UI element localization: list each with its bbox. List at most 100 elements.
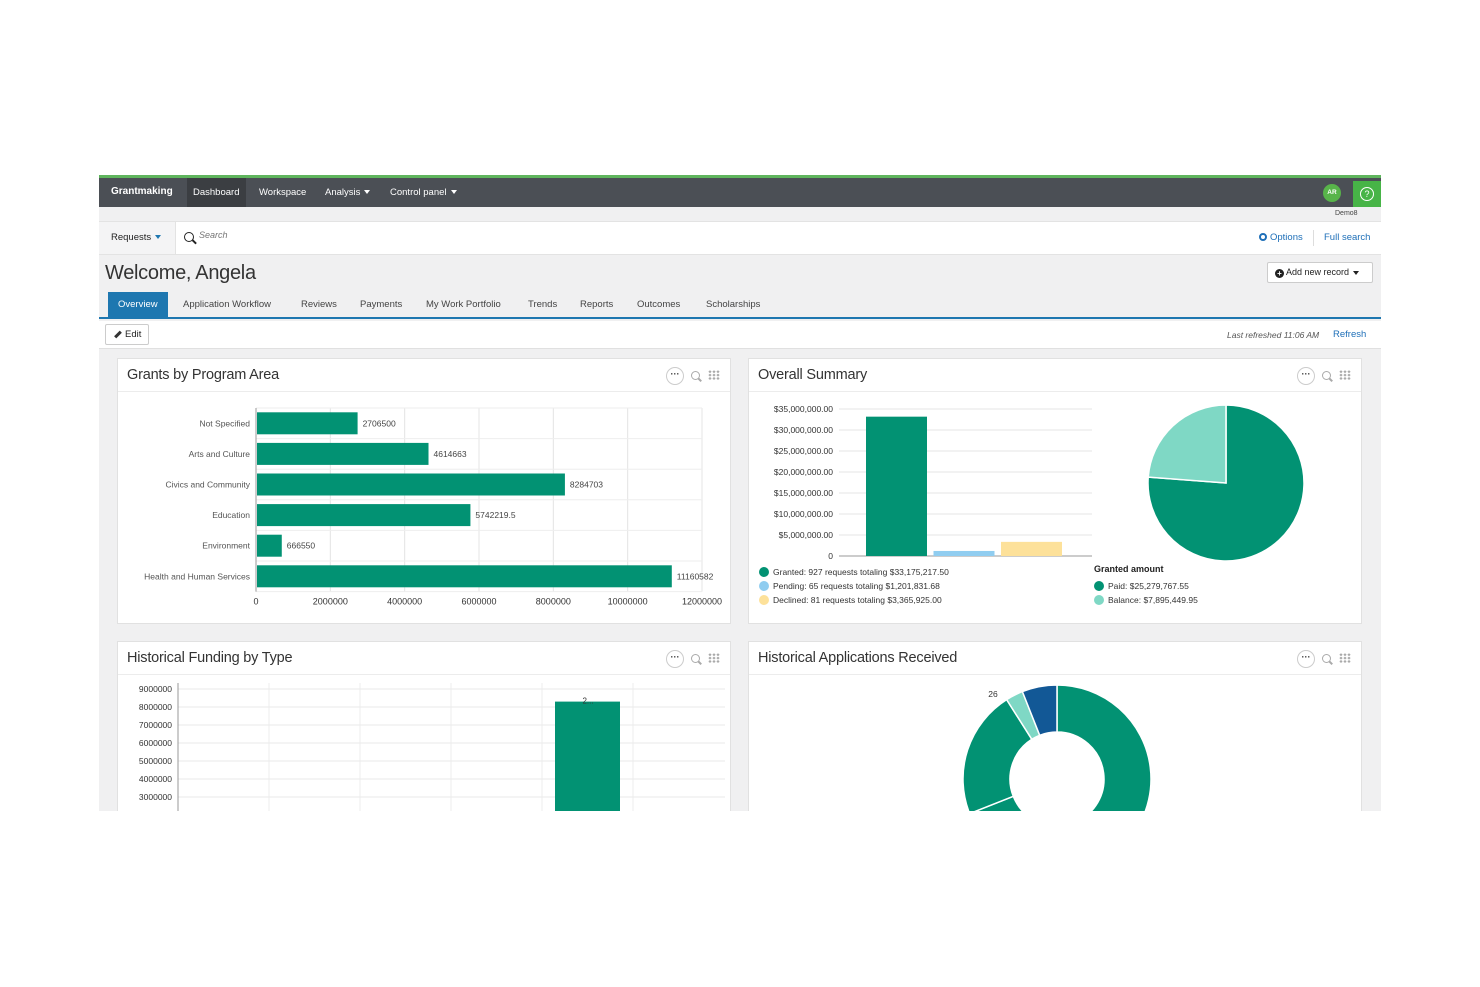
edit-label: Edit xyxy=(125,329,142,340)
x-tick-label: 0 xyxy=(253,597,258,607)
y-tick-label: 8000000 xyxy=(139,702,172,712)
search-icon xyxy=(184,232,194,242)
category-label: Civics and Community xyxy=(165,480,250,490)
chevron-down-icon xyxy=(155,235,162,240)
historical-applications-widget: Historical Applications Received ··· 26 xyxy=(748,641,1362,811)
full-search-link[interactable]: Full search xyxy=(1324,232,1371,243)
nav-workspace[interactable]: Workspace xyxy=(253,178,312,207)
data-label: 8284703 xyxy=(570,480,603,490)
zoom-icon[interactable] xyxy=(691,654,700,663)
app-window: Grantmaking Dashboard Workspace Analysis… xyxy=(99,175,1381,811)
data-label: 4614663 xyxy=(434,449,467,459)
avatar[interactable]: AR xyxy=(1323,184,1341,202)
x-tick-label: 4000000 xyxy=(387,597,422,607)
legend-label: Paid: $25,279,767.55 xyxy=(1108,581,1189,591)
y-tick-label: $5,000,000.00 xyxy=(779,530,834,540)
user-name: Demo8 xyxy=(1335,210,1358,217)
tab-overview[interactable]: Overview xyxy=(108,292,168,317)
brand-label[interactable]: Grantmaking xyxy=(111,186,173,197)
refresh-link[interactable]: Refresh xyxy=(1333,329,1367,340)
y-tick-label: $20,000,000.00 xyxy=(774,467,833,477)
zoom-icon[interactable] xyxy=(691,371,700,380)
nav-dashboard[interactable]: Dashboard xyxy=(187,178,246,207)
nav-control-panel[interactable]: Control panel xyxy=(384,178,463,207)
edit-button[interactable]: Edit xyxy=(105,324,149,345)
tab-my-work-portfolio[interactable]: My Work Portfolio xyxy=(426,299,501,310)
more-options-icon[interactable]: ··· xyxy=(666,367,684,385)
chevron-down-icon xyxy=(1353,270,1360,275)
grants-by-program-area-widget: Grants by Program Area ··· 0 2000000 40000… xyxy=(117,358,731,624)
more-options-icon[interactable]: ··· xyxy=(1297,367,1315,385)
divider xyxy=(1313,230,1314,246)
x-tick-label: 6000000 xyxy=(461,597,496,607)
widget-header: Overall Summary ··· xyxy=(749,359,1361,392)
tab-scholarships[interactable]: Scholarships xyxy=(706,299,761,310)
add-new-record-button[interactable]: + Add new record xyxy=(1267,262,1373,283)
bar xyxy=(257,504,471,527)
data-label: 11160582 xyxy=(677,571,714,581)
legend-marker xyxy=(1094,595,1104,605)
more-options-icon[interactable]: ··· xyxy=(666,650,684,668)
y-tick-label: $35,000,000.00 xyxy=(774,404,833,414)
more-options-icon[interactable]: ··· xyxy=(1297,650,1315,668)
gear-icon xyxy=(1259,233,1267,241)
dashboard-tabs: Overview Application Workflow Reviews Pa… xyxy=(99,292,1381,319)
help-button[interactable]: ? xyxy=(1353,181,1381,207)
grid-icon[interactable] xyxy=(1339,370,1351,380)
donut-slice xyxy=(974,684,1152,811)
legend-marker xyxy=(1094,581,1104,591)
chevron-down-icon xyxy=(450,190,457,195)
widget-title: Grants by Program Area xyxy=(127,367,279,383)
bar xyxy=(257,534,282,557)
widget-header: Historical Applications Received ··· xyxy=(749,642,1361,675)
last-refreshed-text: Last refreshed 11:06 AM xyxy=(1227,330,1320,340)
legend-marker xyxy=(759,595,769,605)
bar xyxy=(555,701,620,811)
options-link[interactable]: Options xyxy=(1259,232,1303,243)
zoom-icon[interactable] xyxy=(1322,371,1331,380)
y-tick-label: $15,000,000.00 xyxy=(774,488,833,498)
grid-icon[interactable] xyxy=(708,370,720,380)
nav-control-panel-label: Control panel xyxy=(390,187,447,198)
y-tick-label: 9000000 xyxy=(139,684,172,694)
donut-slice xyxy=(1021,684,1058,737)
tab-reports[interactable]: Reports xyxy=(580,299,614,310)
tab-outcomes[interactable]: Outcomes xyxy=(637,299,681,310)
widget-title: Historical Funding by Type xyxy=(127,650,293,666)
historical-funding-chart: 9000000 8000000 7000000 6000000 5000000 40000… xyxy=(139,683,725,811)
data-label: 666550 xyxy=(287,541,316,551)
tab-payments[interactable]: Payments xyxy=(360,299,403,310)
category-label: Education xyxy=(212,510,250,520)
pie-slice xyxy=(1147,404,1227,484)
pencil-icon xyxy=(114,330,122,339)
top-navigation-bar: Grantmaking Dashboard Workspace Analysis… xyxy=(99,175,1381,207)
grid-icon[interactable] xyxy=(708,653,720,663)
tab-trends[interactable]: Trends xyxy=(528,299,558,310)
grid-icon[interactable] xyxy=(1339,653,1351,663)
bar xyxy=(933,550,995,556)
y-tick-label: $25,000,000.00 xyxy=(774,446,833,456)
nav-analysis-label: Analysis xyxy=(325,187,361,198)
historical-funding-widget: Historical Funding by Type ··· 9000000 80… xyxy=(117,641,731,811)
search-bar: Requests Options Full search xyxy=(99,221,1381,255)
zoom-icon[interactable] xyxy=(1322,654,1331,663)
summary-bar-chart: $35,000,000.00 $30,000,000.00 $25,000,000.… xyxy=(759,404,1305,605)
data-label: 26 xyxy=(988,689,998,699)
nav-analysis[interactable]: Analysis xyxy=(319,178,376,207)
y-tick-label: $30,000,000.00 xyxy=(774,425,833,435)
x-tick-label: 10000000 xyxy=(608,597,648,607)
legend-label: Declined: 81 requests totaling $3,365,92… xyxy=(773,595,942,605)
y-tick-label: 5000000 xyxy=(139,756,172,766)
bar xyxy=(866,416,927,556)
x-tick-label: 2000000 xyxy=(313,597,348,607)
tab-reviews[interactable]: Reviews xyxy=(301,299,337,310)
widget-header: Historical Funding by Type ··· xyxy=(118,642,730,675)
y-tick-label: 4000000 xyxy=(139,774,172,784)
category-label: Not Specified xyxy=(199,418,250,428)
record-type-select[interactable]: Requests xyxy=(99,222,176,254)
grants-bar-chart: 0 2000000 4000000 6000000 8000000 10000000 120… xyxy=(144,407,722,607)
y-tick-label: 3000000 xyxy=(139,792,172,802)
chevron-down-icon xyxy=(364,190,371,195)
tab-application-workflow[interactable]: Application Workflow xyxy=(183,299,272,310)
search-input[interactable] xyxy=(199,230,499,240)
